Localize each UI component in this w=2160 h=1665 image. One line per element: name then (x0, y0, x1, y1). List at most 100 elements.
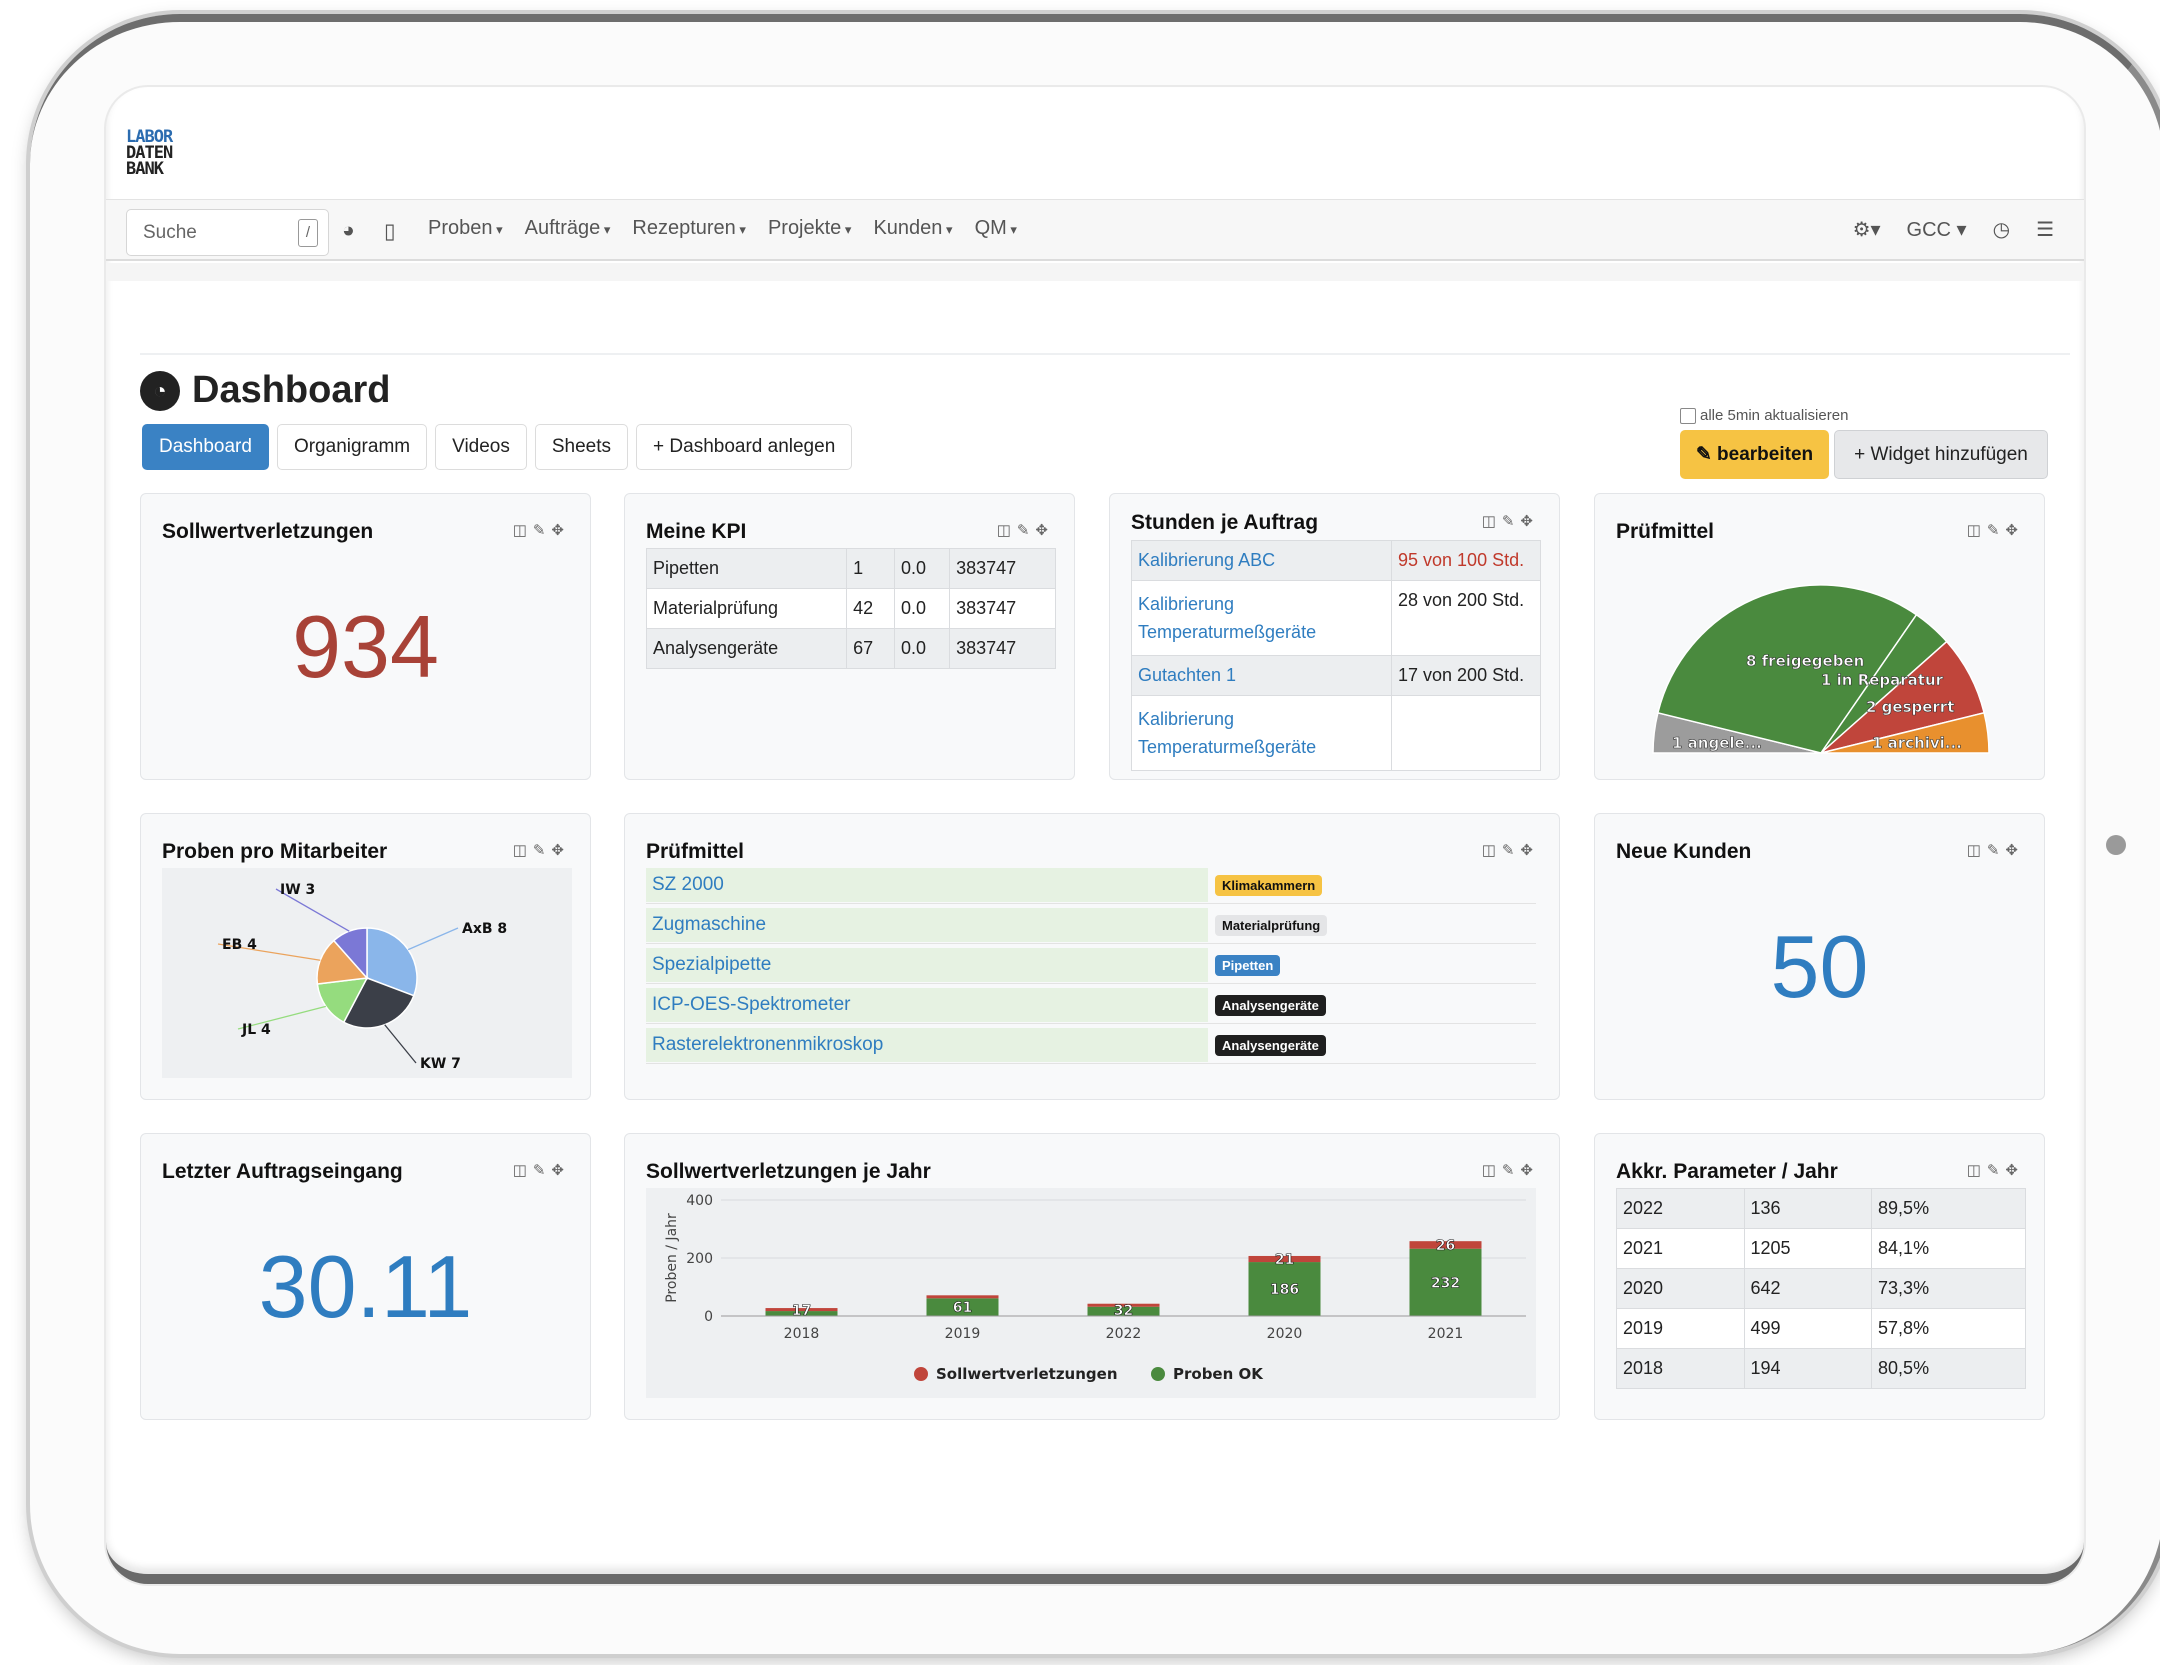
list-item: SZ 2000 Klimakammern (646, 868, 1536, 904)
widget-title: Neue Kunden (1616, 840, 1752, 863)
table-cell: 2022 (1616, 1188, 1745, 1229)
data-label: 21 (1275, 1252, 1294, 1268)
tablet-home-button (2106, 835, 2126, 855)
widget-controls-icon[interactable]: ◫✎✥ (996, 522, 1054, 539)
menu-projekte[interactable]: Projekte (768, 217, 852, 240)
widget-title: Meine KPI (646, 520, 747, 543)
pruefmittel-link[interactable]: Rasterelektronenmikroskop (646, 1028, 1208, 1062)
pruefmittel-link[interactable]: ICP-OES-Spektrometer (646, 988, 1208, 1022)
task-list-icon[interactable]: ☰ (2036, 219, 2054, 241)
bar-sollwertverletzungen (765, 1308, 838, 1312)
data-label: 186 (1270, 1282, 1299, 1298)
tab-dashboard[interactable]: Dashboard (142, 424, 269, 470)
widget-controls-icon[interactable]: ◫✎✥ (512, 522, 570, 539)
y-tick-label: 200 (686, 1251, 713, 1267)
pruefmittel-link[interactable]: Zugmaschine (646, 908, 1208, 942)
widget-controls-icon[interactable]: ◫✎✥ (1481, 1162, 1539, 1179)
menu-auftraege[interactable]: Aufträge (525, 217, 611, 240)
data-label: 17 (792, 1303, 811, 1319)
widget-title: Sollwertverletzungen je Jahr (646, 1160, 931, 1183)
add-dashboard-button[interactable]: + Dashboard anlegen (636, 424, 853, 470)
tab-organigramm[interactable]: Organigramm (276, 424, 428, 470)
auftrag-link[interactable]: Kalibrierung Temperaturmeßgeräte (1131, 695, 1392, 771)
widget-title: Letzter Auftragseingang (162, 1160, 403, 1183)
y-tick-label: 0 (704, 1309, 713, 1325)
widget-controls-icon[interactable]: ◫✎✥ (1966, 1162, 2024, 1179)
table-cell: 57,8% (1871, 1308, 2026, 1349)
document-icon[interactable]: ▯ (384, 220, 396, 243)
category-badge: Analysengeräte (1215, 995, 1326, 1016)
search-shortcut-key: / (298, 219, 318, 247)
legend-label: Sollwertverletzungen (936, 1365, 1118, 1383)
widget-controls-icon[interactable]: ◫✎✥ (512, 842, 570, 859)
widget-controls-icon[interactable]: ◫✎✥ (1481, 842, 1539, 859)
add-widget-button[interactable]: + Widget hinzufügen (1834, 430, 2048, 479)
table-cell: 499 (1743, 1308, 1873, 1349)
auto-refresh: alle 5min aktualisieren (1680, 407, 1848, 424)
widget-title: Akkr. Parameter / Jahr (1616, 1160, 1838, 1183)
auftrag-link[interactable]: Kalibrierung Temperaturmeßgeräte (1131, 580, 1392, 656)
tab-sheets[interactable]: Sheets (534, 424, 629, 470)
pie-label: AxB 8 (462, 921, 507, 937)
pie-connector (217, 943, 321, 961)
table-row: Kalibrierung Temperaturmeßgeräte (1131, 695, 1541, 771)
pruefmittel-link[interactable]: SZ 2000 (646, 868, 1208, 902)
history-clock-icon[interactable]: ◷ (1992, 219, 2011, 241)
search-placeholder: Suche (143, 222, 197, 243)
table-cell: 2020 (1616, 1268, 1745, 1309)
table-cell: 642 (1743, 1268, 1873, 1309)
dashboard-gauge-icon[interactable]: ◕ (342, 219, 355, 242)
table-cell: 89,5% (1871, 1188, 2026, 1229)
bar-proben-ok (1409, 1248, 1482, 1316)
app-screen: LABOR DATEN BANK Suche / ◕ ▯ Proben Auft… (106, 87, 2084, 1584)
letzter-auftrag-value: 30.11 (258, 1237, 473, 1336)
table-cell: 136 (1743, 1188, 1873, 1229)
table-row: 2018 194 80,5% (1616, 1348, 2026, 1389)
auftrag-link[interactable]: Gutachten 1 (1131, 655, 1392, 696)
category-badge: Materialprüfung (1215, 915, 1328, 936)
menu-rezepturen[interactable]: Rezepturen (632, 217, 746, 240)
auftrag-link[interactable]: Kalibrierung ABC (1131, 540, 1392, 581)
list-item: ICP-OES-Spektrometer Analysengeräte (646, 988, 1536, 1024)
bar-proben-ok (1248, 1262, 1321, 1316)
bar-proben-ok (926, 1298, 999, 1316)
y-tick-label: 400 (686, 1193, 713, 1209)
tab-videos[interactable]: Videos (435, 424, 527, 470)
pruefmittel-link[interactable]: Spezialpipette (646, 948, 1208, 982)
table-cell: 80,5% (1871, 1348, 2026, 1389)
search-input[interactable]: Suche / (126, 209, 329, 256)
widget-controls-icon[interactable]: ◫✎✥ (1966, 522, 2024, 539)
pie-connector (407, 927, 459, 951)
menu-kunden[interactable]: Kunden (873, 217, 952, 240)
widget-title: Prüfmittel (646, 840, 745, 863)
table-row: 2020 642 73,3% (1616, 1268, 2026, 1309)
page-title: ◔ Dashboard (140, 369, 390, 412)
edit-button[interactable]: ✎ bearbeiten (1680, 430, 1829, 479)
legend-marker (1151, 1367, 1165, 1381)
neue-kunden-value: 50 (1770, 917, 1869, 1016)
table-cell: 73,3% (1871, 1268, 2026, 1309)
data-label: 26 (1436, 1238, 1455, 1254)
legend-marker (914, 1367, 928, 1381)
user-menu[interactable]: GCC ▾ (1906, 219, 1967, 241)
widget-controls-icon[interactable]: ◫✎✥ (1481, 513, 1539, 530)
page-title-text: Dashboard (192, 369, 391, 411)
x-tick-label: 2020 (1267, 1326, 1303, 1342)
widget-title: Prüfmittel (1616, 520, 1715, 543)
menu-proben[interactable]: Proben (428, 217, 503, 240)
widget-controls-icon[interactable]: ◫✎✥ (512, 1162, 570, 1179)
widget-sollwert-je-jahr: Sollwertverletzungen je Jahr ◫✎✥ 0 200 400… (624, 1133, 1560, 1420)
pie-slice (1820, 711, 1990, 754)
pie-connector (237, 1005, 327, 1030)
divider (140, 353, 2070, 355)
settings-gears-icon[interactable]: ⚙▾ (1852, 219, 1881, 241)
auto-refresh-checkbox[interactable] (1680, 407, 1696, 424)
table-row: 2022 136 89,5% (1616, 1188, 2026, 1229)
pie-slice (316, 977, 369, 1024)
menu-qm[interactable]: QM (975, 217, 1017, 240)
pie-slice (366, 927, 418, 997)
app-logo[interactable]: LABOR DATEN BANK (126, 127, 173, 179)
widget-controls-icon[interactable]: ◫✎✥ (1966, 842, 2024, 859)
sollwert-bar-chart: 0 200 400 Proben / Jahr 17 2018 61 2019 32 2022 18… (646, 1188, 1536, 1398)
